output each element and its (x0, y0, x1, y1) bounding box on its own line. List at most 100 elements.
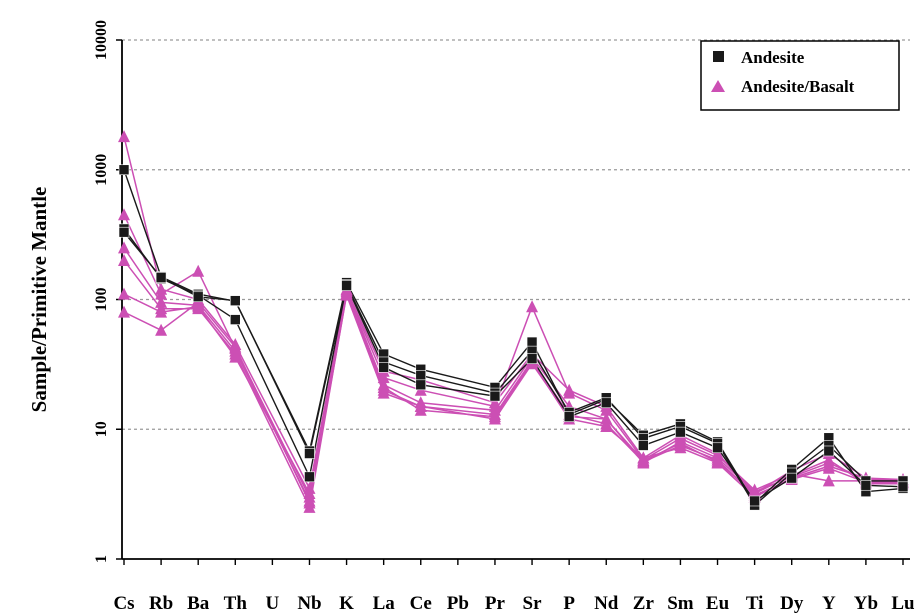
andesite-point (304, 471, 315, 483)
y-tick-label: 1 (93, 555, 110, 563)
andesite-point (489, 390, 501, 402)
andesite-basalt-point (118, 253, 130, 266)
andesite-basalt-point (711, 455, 724, 468)
andesite-series-line (123, 231, 904, 502)
y-tick-label: 100 (93, 288, 110, 312)
andesite-series-line (123, 169, 904, 505)
andesite-basalt-point (155, 305, 168, 318)
x-tick-label-zr: Zr (633, 593, 655, 614)
andesite-basalt-point (526, 300, 539, 313)
andesite-point (860, 479, 872, 491)
andesite-basalt-point (600, 403, 613, 416)
andesite-basalt-point (192, 264, 205, 277)
x-tick-label-nd: Nd (594, 593, 619, 614)
legend-label-andesite-basalt: Andesite/Basalt (741, 77, 855, 96)
x-tick-label-la: La (373, 593, 396, 614)
andesite-point (192, 291, 204, 303)
andesite-point (118, 164, 130, 176)
x-tick-label-ti: Ti (746, 593, 764, 614)
andesite-point (749, 495, 760, 507)
x-tick-label-rb: Rb (149, 593, 173, 614)
series-lines (123, 136, 904, 510)
andesite-point (638, 440, 649, 451)
andesite-point (563, 411, 575, 422)
x-tick-label-nb: Nb (297, 593, 321, 614)
x-tick-label-eu: Eu (706, 593, 730, 614)
andesite-basalt-point (303, 486, 316, 499)
x-tick-labels: Cs Rb Ba Th U Nb K La Ce Pb Pr Sr P Nd Zr Sm Eu Ti Dy Y Yb Lu (113, 593, 915, 614)
andesite-basalt-point (229, 350, 242, 363)
y-tick-label: 1000 (93, 154, 110, 186)
andesite-basalt-point (155, 295, 168, 308)
andesite-basalt-series-line (123, 292, 903, 506)
x-tick-label-th: Th (224, 593, 248, 614)
x-tick-label-pb: Pb (447, 593, 469, 614)
andesite-point (823, 445, 835, 457)
x-tick-label-sm: Sm (667, 593, 694, 614)
legend-box (700, 40, 900, 111)
legend-label-andesite: Andesite (741, 48, 805, 67)
andesite-point (526, 353, 538, 364)
andesite-basalt-point (118, 305, 130, 318)
andesite-point (415, 370, 427, 381)
andesite-basalt-point (414, 399, 427, 412)
andesite-basalt-point (822, 453, 835, 466)
andesite-basalt-point (377, 371, 390, 384)
andesite-basalt-point (155, 287, 168, 300)
andesite-basalt-point (118, 287, 130, 300)
y-axis-title: Sample/Primitive Mantle (27, 187, 51, 413)
x-tick-label-lu: Lu (891, 593, 915, 614)
andesite-point (155, 272, 167, 283)
x-tick-label-sr: Sr (523, 593, 543, 614)
x-tick-label-cs: Cs (113, 593, 134, 614)
andesite-point (415, 379, 427, 391)
x-tick-label-ce: Ce (410, 593, 432, 614)
andesite-basalt-point (118, 130, 130, 143)
y-tick-label: 10 (93, 421, 110, 437)
x-tick-label-yb: Yb (854, 593, 878, 614)
andesite-basalt-point (155, 323, 168, 336)
andesite-basalt-point (229, 340, 242, 353)
andesite-basalt-point (674, 436, 687, 449)
x-tick-label-y: Y (822, 593, 836, 614)
x-tick-label-u: U (266, 593, 280, 614)
andesite-point (378, 362, 389, 373)
andesite-basalt-point (600, 412, 613, 425)
series-markers (118, 130, 909, 513)
andesite-point (304, 448, 315, 459)
legend-square-marker (713, 51, 724, 62)
andesite-basalt-point (822, 474, 835, 487)
andesite-basalt-point (118, 241, 130, 254)
x-tick-label-dy: Dy (780, 593, 804, 614)
andesite-point (118, 226, 130, 238)
andesite-basalt-point (488, 412, 501, 425)
x-tick-label-k: K (339, 593, 354, 614)
andesite-basalt-series-line (123, 136, 904, 495)
andesite-basalt-series-line (123, 247, 904, 504)
andesite-basalt-point (637, 454, 650, 467)
andesite-basalt-point (600, 420, 613, 433)
andesite-point (897, 481, 909, 493)
andesite-point (229, 295, 241, 306)
legend: Andesite Andesite/Basalt (700, 40, 900, 111)
x-tick-label-pr: Pr (485, 593, 506, 614)
legend-triangle-marker (711, 80, 725, 92)
andesite-basalt-point (822, 459, 835, 472)
y-tick-label: 10000 (93, 20, 110, 60)
andesite-basalt-series-line (123, 290, 904, 499)
andesite-point (712, 442, 723, 454)
x-tick-label-ba: Ba (187, 593, 210, 614)
andesite-basalt-point (303, 496, 316, 509)
andesite-basalt-point (563, 386, 576, 399)
andesite-point (341, 280, 352, 291)
andesite-basalt-point (377, 386, 390, 399)
y-tick-labels: 1 10 100 1000 10000 (93, 20, 110, 563)
andesite-point (526, 336, 538, 348)
andesite-basalt-point (340, 288, 353, 301)
andesite-point (229, 314, 241, 325)
andesite-point (600, 397, 612, 409)
grid-lines (122, 39, 910, 430)
andesite-point (675, 426, 686, 438)
andesite-basalt-point (118, 208, 130, 221)
